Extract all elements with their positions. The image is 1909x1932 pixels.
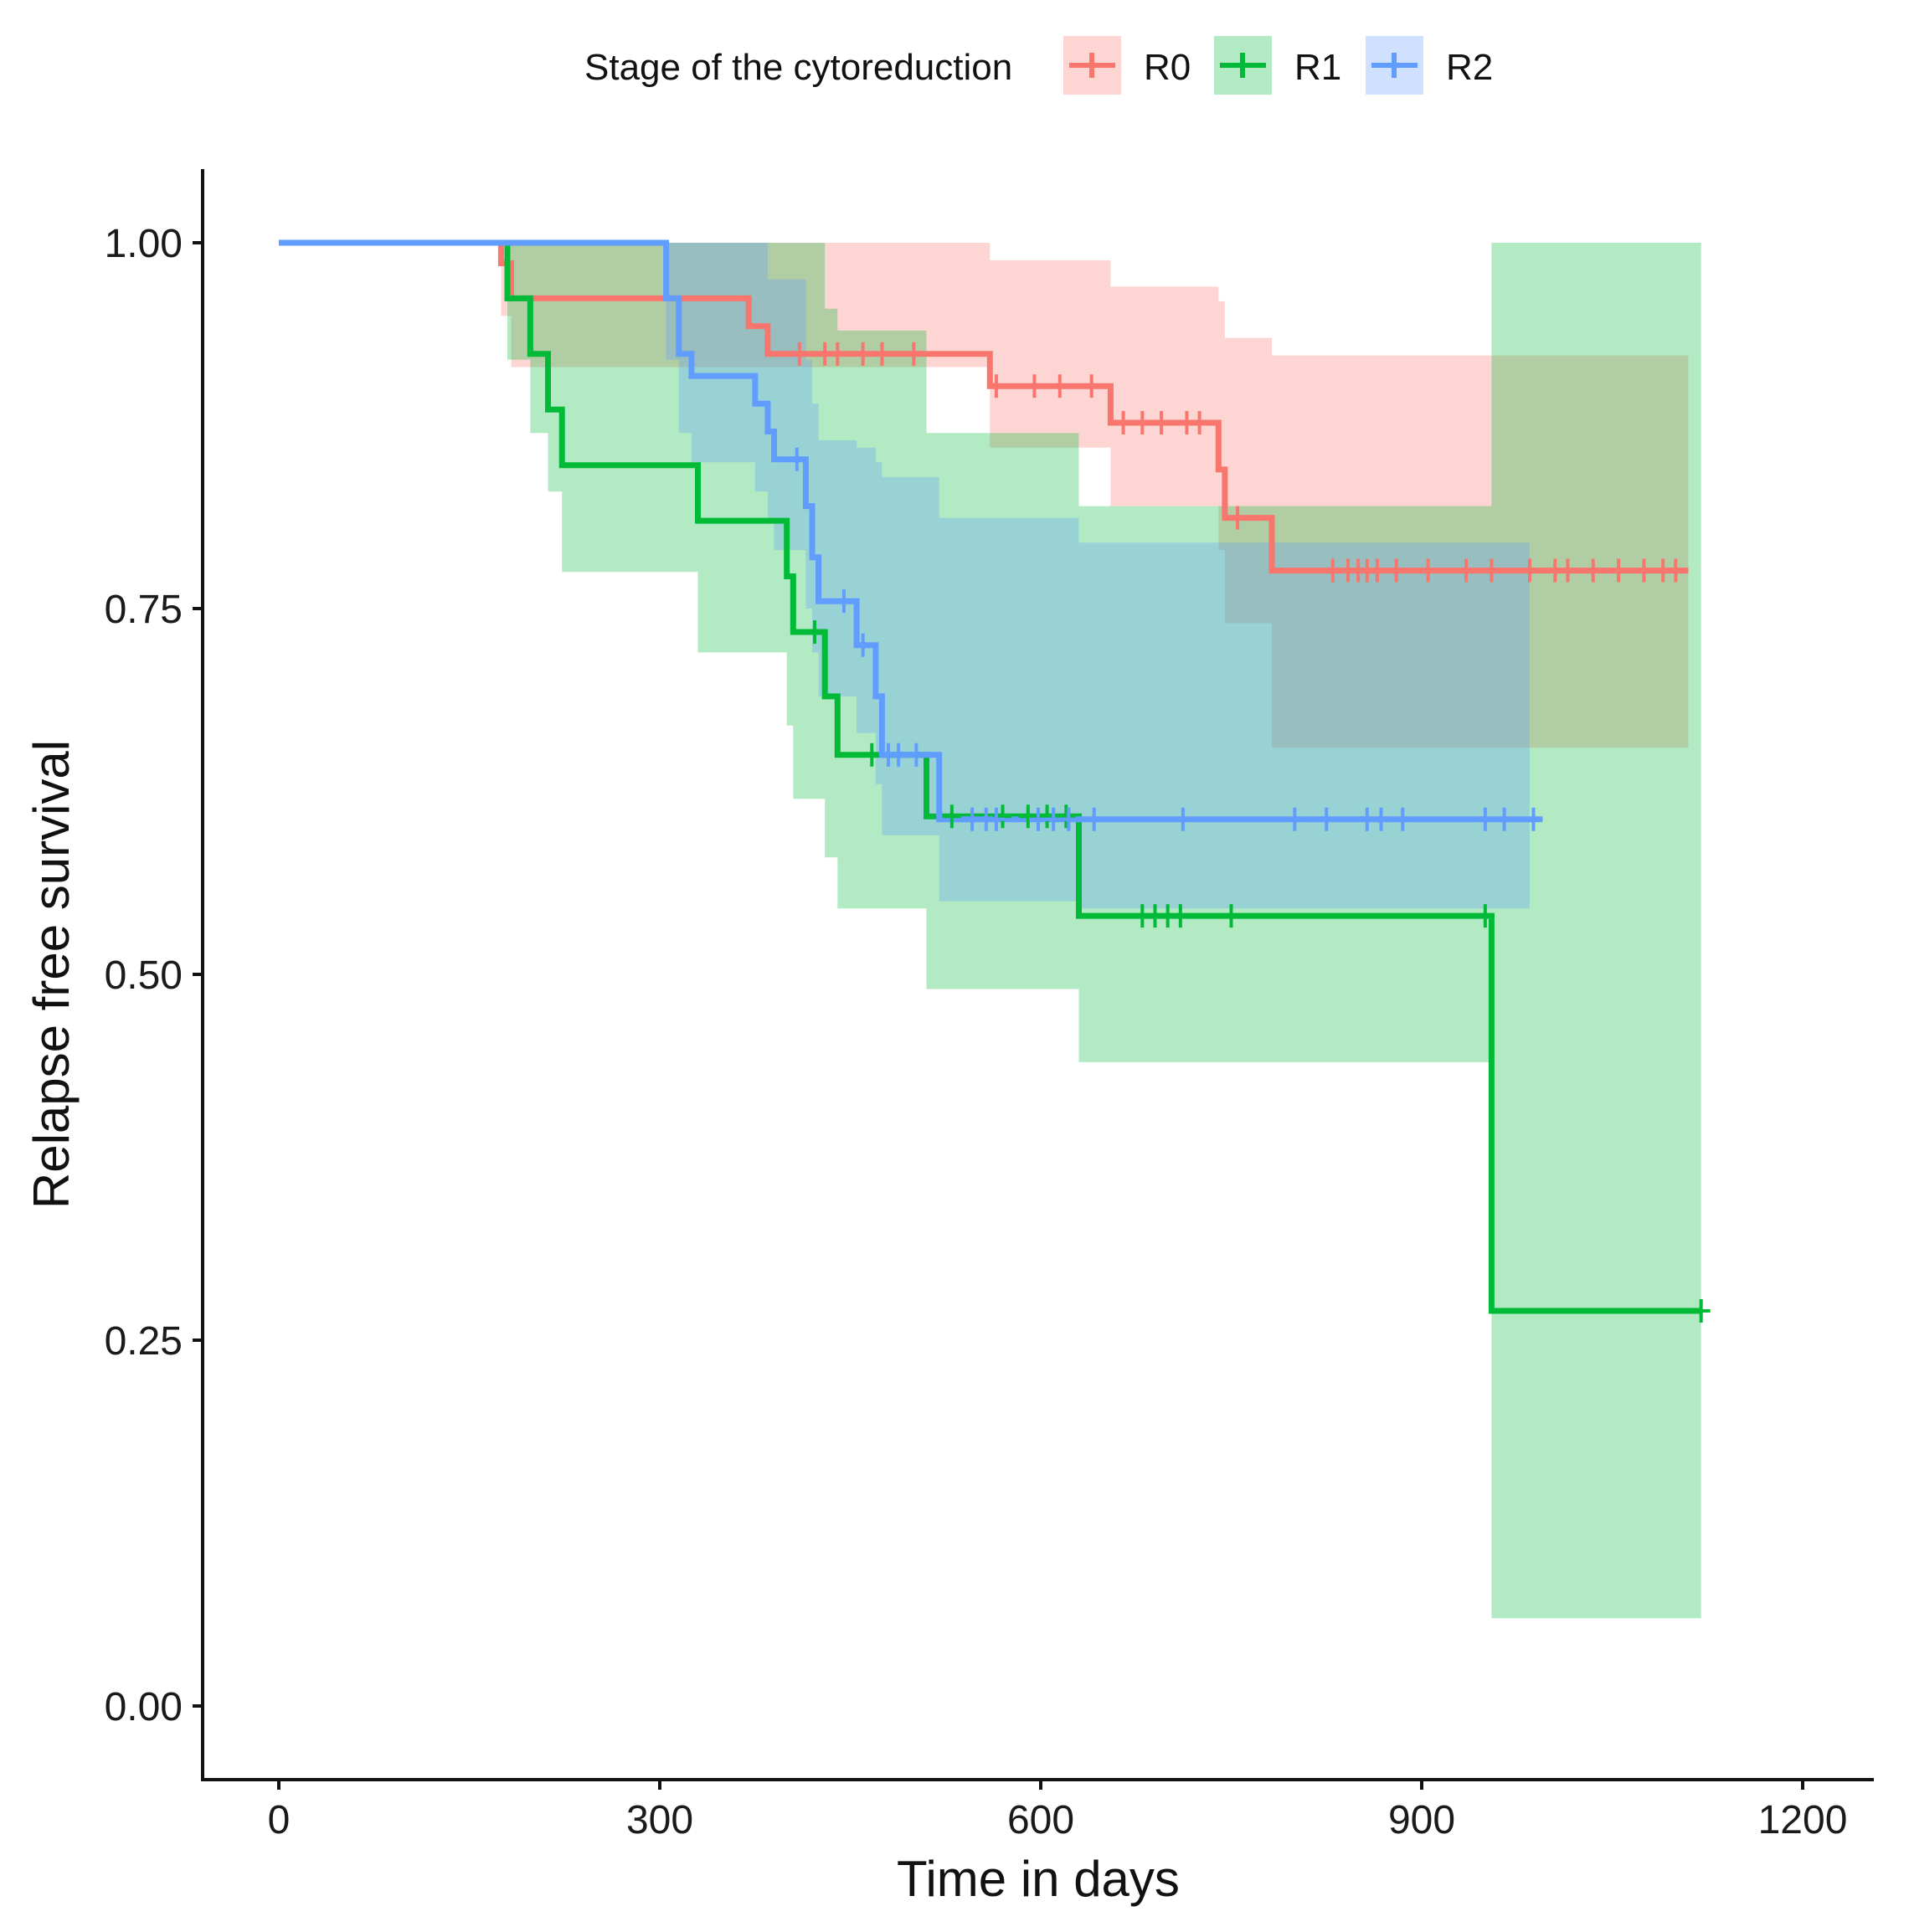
r0-censor-mark xyxy=(1634,558,1654,583)
x-tick-label: 1200 xyxy=(1758,1798,1848,1842)
x-ticks: 0 300 600 900 1200 xyxy=(268,1780,1848,1842)
r2-censor-mark xyxy=(1285,807,1304,831)
confidence-bands xyxy=(279,243,1701,1619)
r0-censor-mark xyxy=(1418,558,1438,583)
r0-censor-mark xyxy=(1190,411,1209,435)
r1-censor-mark xyxy=(1222,904,1241,928)
censor-marks xyxy=(787,342,1711,1323)
x-tick-label: 600 xyxy=(1007,1798,1074,1842)
r2-censor-mark xyxy=(853,633,872,657)
r1-censor-mark xyxy=(805,619,825,644)
r2-censor-mark xyxy=(1475,807,1495,831)
r2-survival-curve xyxy=(279,239,1543,823)
r0-censor-mark xyxy=(1114,411,1133,435)
x-tick-label: 300 xyxy=(626,1798,693,1842)
x-tick-label: 900 xyxy=(1388,1798,1455,1842)
r2-censor-mark xyxy=(1084,807,1104,831)
r1-censor-mark xyxy=(942,804,961,829)
r2-censor-mark xyxy=(787,447,806,471)
r1-censor-mark xyxy=(1171,904,1190,928)
r0-censor-mark xyxy=(1025,374,1044,398)
y-axis-title: Relapse free survival xyxy=(23,740,80,1209)
r0-confidence-band xyxy=(279,243,1689,748)
legend: Stage of the cytoreduction R0 R1 R2 xyxy=(584,36,1493,95)
r0-censor-mark xyxy=(1457,558,1476,583)
r1-censor-mark xyxy=(1018,804,1037,829)
r1-censor-mark xyxy=(1057,804,1076,829)
r0-censor-mark xyxy=(986,374,1006,398)
x-axis-title: Time in days xyxy=(897,1851,1180,1907)
r0-censor-mark xyxy=(1520,558,1539,583)
r0-censor-mark xyxy=(853,342,872,366)
r1-confidence-band xyxy=(279,243,1701,1619)
r2-censor-mark xyxy=(1495,807,1514,831)
r0-censor-mark xyxy=(1228,506,1248,530)
r2-censor-mark xyxy=(1524,807,1543,831)
r0-censor-mark xyxy=(1050,374,1069,398)
legend-keys: R0 R1 R2 xyxy=(1063,36,1493,95)
r1-censor-mark xyxy=(862,742,882,767)
legend-title: Stage of the cytoreduction xyxy=(584,47,1012,88)
r0-censor-mark xyxy=(1609,558,1629,583)
r1-legend-line xyxy=(1220,53,1266,78)
r0-survival-curve xyxy=(279,239,1689,574)
r2-confidence-band xyxy=(279,243,1530,909)
r0-censor-mark xyxy=(1152,411,1171,435)
r0-censor-mark xyxy=(790,342,809,366)
r2-censor-mark xyxy=(986,807,1006,831)
r2-censor-mark xyxy=(834,589,853,614)
r0-censor-mark xyxy=(1666,558,1685,583)
r0-censor-mark xyxy=(1082,374,1101,398)
x-tick-label: 0 xyxy=(268,1798,291,1842)
r1-censor-mark xyxy=(1691,1299,1711,1323)
r1-legend-label: R1 xyxy=(1294,47,1341,88)
r0-censor-mark xyxy=(1387,558,1406,583)
y-ticks: 0.00 0.25 0.50 0.75 1.00 xyxy=(105,222,203,1729)
r0-censor-mark xyxy=(1133,411,1152,435)
y-tick-label: 0.00 xyxy=(105,1685,183,1729)
r2-censor-mark xyxy=(1059,807,1078,831)
r2-censor-mark xyxy=(1393,807,1412,831)
r1-censor-mark xyxy=(1475,904,1495,928)
r2-legend-line xyxy=(1371,53,1418,78)
y-tick-label: 0.75 xyxy=(105,588,183,632)
r0-censor-mark xyxy=(1583,558,1603,583)
r2-censor-mark xyxy=(1173,807,1192,831)
r0-censor-mark xyxy=(904,342,924,366)
r2-censor-mark xyxy=(1371,807,1391,831)
r0-censor-mark xyxy=(1367,558,1387,583)
r0-censor-mark xyxy=(828,342,847,366)
y-tick-label: 0.25 xyxy=(105,1319,183,1364)
r0-legend-line xyxy=(1069,53,1115,78)
r0-legend-label: R0 xyxy=(1144,47,1191,88)
y-tick-label: 1.00 xyxy=(105,222,183,266)
y-tick-label: 0.50 xyxy=(105,953,183,998)
r2-legend-label: R2 xyxy=(1446,47,1493,88)
r0-censor-mark xyxy=(1482,558,1501,583)
r2-censor-mark xyxy=(1317,807,1336,831)
r0-censor-mark xyxy=(1558,558,1577,583)
r0-censor-mark xyxy=(872,342,892,366)
r2-censor-mark xyxy=(907,742,926,767)
r2-censor-mark xyxy=(889,742,908,767)
